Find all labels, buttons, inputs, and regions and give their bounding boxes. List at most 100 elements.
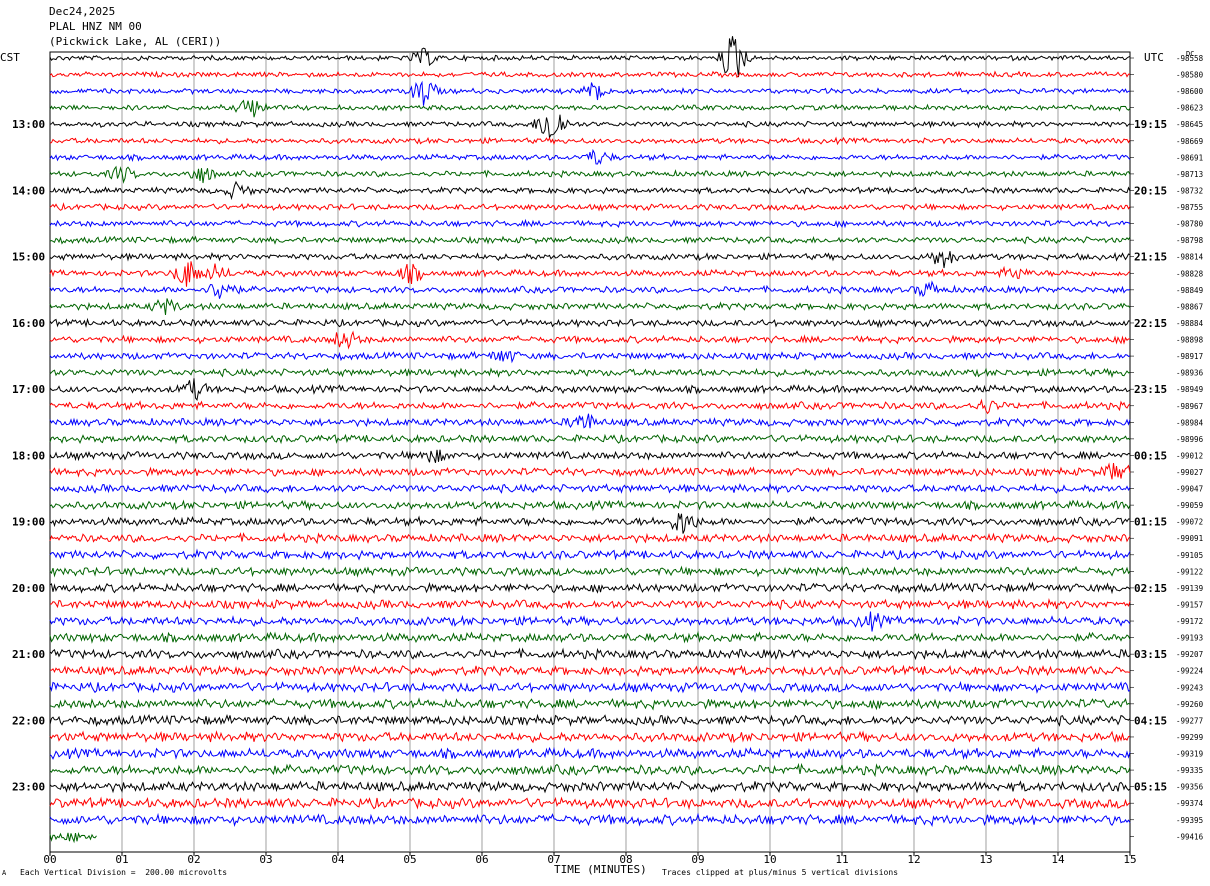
seismic-trace [49, 298, 1131, 315]
seismic-trace [49, 831, 97, 844]
dc-offset-label: -98732 [1176, 186, 1203, 195]
seismic-trace [49, 148, 1131, 165]
right-hour-label: 20:15 [1134, 184, 1167, 197]
seismic-trace [49, 36, 1131, 78]
dc-offset-label: -99416 [1176, 832, 1204, 841]
seismic-trace [49, 548, 1131, 561]
seismic-trace [49, 136, 1131, 146]
seismic-trace [49, 812, 1131, 828]
x-tick-label: 01 [115, 853, 128, 866]
dc-offset-label: -98984 [1176, 418, 1204, 427]
x-tick-label: 15 [1123, 853, 1136, 866]
dc-offset-label: -99335 [1176, 766, 1203, 775]
right-hour-label: 23:15 [1134, 383, 1167, 396]
dc-offset-label: -98867 [1176, 302, 1203, 311]
seismic-trace [49, 762, 1131, 778]
dc-offset-label: -98949 [1176, 385, 1203, 394]
dc-offset-label: -99395 [1176, 816, 1203, 825]
seismic-trace [49, 499, 1131, 512]
dc-offset-label: -98849 [1176, 286, 1203, 295]
x-tick-label: 11 [835, 853, 848, 866]
seismic-trace [49, 165, 1131, 184]
dc-offset-label: -98798 [1176, 236, 1204, 245]
seismic-trace [49, 261, 1131, 287]
plot-date: Dec24,2025 [49, 5, 116, 18]
right-hour-label: 05:15 [1134, 781, 1167, 794]
dc-offset-label: -99172 [1176, 617, 1203, 626]
dc-offset-label: -99139 [1176, 584, 1203, 593]
x-tick-label: 06 [475, 853, 488, 866]
seismic-trace [49, 350, 1131, 364]
x-tick-label: 00 [43, 853, 56, 866]
right-hour-label: 21:15 [1134, 251, 1167, 264]
dc-offset-label: -99243 [1176, 683, 1203, 692]
seismic-trace [49, 532, 1131, 545]
seismic-trace [49, 647, 1131, 661]
x-tick-label: 02 [187, 853, 200, 866]
seismic-trace [49, 99, 1131, 118]
dc-offset-label: -99027 [1176, 468, 1203, 477]
left-hour-label: 15:00 [12, 251, 45, 264]
seismic-trace [49, 746, 1131, 760]
dc-offset-label: -99224 [1176, 667, 1204, 676]
x-tick-label: 08 [619, 853, 632, 866]
dc-offset-label: -98936 [1176, 369, 1204, 378]
clip-note: Traces clipped at plus/minus 5 vertical … [662, 868, 899, 877]
seismic-trace [49, 70, 1131, 79]
dc-offset-label: -98755 [1176, 203, 1203, 212]
right-hour-label: 03:15 [1134, 648, 1167, 661]
seismic-trace [49, 449, 1131, 463]
seismic-trace [49, 513, 1130, 534]
dc-offset-label: -99122 [1176, 567, 1203, 576]
dc-offset-label: -99091 [1176, 534, 1203, 543]
left-timezone-label: CST [0, 51, 20, 64]
dc-offset-label: -98917 [1176, 352, 1203, 361]
right-hour-label: 19:15 [1134, 118, 1167, 131]
dc-offset-label: -98996 [1176, 435, 1204, 444]
right-hour-label: 02:15 [1134, 582, 1167, 595]
dc-offset-label: -99157 [1176, 600, 1203, 609]
seismic-trace [49, 565, 1131, 578]
seismic-trace [49, 680, 1131, 694]
dc-offset-label: -98580 [1176, 71, 1204, 80]
seismic-trace [49, 398, 1131, 415]
left-hour-label: 21:00 [12, 648, 45, 661]
station-code: PLAL HNZ NM 00 [49, 20, 142, 33]
right-hour-label: 04:15 [1134, 714, 1167, 727]
x-tick-label: 14 [1051, 853, 1065, 866]
seismic-trace [49, 413, 1131, 429]
seismic-trace [49, 378, 1131, 401]
dc-offset-label: -99319 [1176, 750, 1203, 759]
dc-offset-label: -98600 [1176, 87, 1204, 96]
dc-unit-label: DC [1186, 50, 1194, 58]
seismic-trace [49, 317, 1131, 329]
seismic-trace [49, 235, 1131, 245]
right-timezone-label: UTC [1144, 51, 1164, 64]
seismic-trace [49, 202, 1131, 212]
dc-offset-label: -99356 [1176, 783, 1204, 792]
left-hour-label: 18:00 [12, 449, 45, 462]
dc-offset-label: -99193 [1176, 634, 1203, 643]
x-tick-label: 09 [691, 853, 704, 866]
seismic-trace [49, 114, 1131, 140]
left-hour-label: 16:00 [12, 317, 45, 330]
x-tick-label: 04 [331, 853, 345, 866]
seismic-trace [49, 482, 1131, 495]
seismic-trace [49, 664, 1131, 678]
dc-offset-label: -99299 [1176, 733, 1203, 742]
seismic-trace [49, 581, 1131, 595]
dc-offset-label: -99374 [1176, 799, 1204, 808]
dc-offset-label: -98967 [1176, 402, 1203, 411]
seismic-trace [49, 697, 1131, 711]
seismic-trace [49, 433, 1131, 445]
dc-offset-label: -99047 [1176, 485, 1203, 494]
seismic-trace [49, 218, 1131, 229]
seismic-trace [49, 713, 1131, 728]
seismic-trace [49, 462, 1131, 480]
x-tick-label: 10 [763, 853, 776, 866]
left-hour-label: 13:00 [12, 118, 45, 131]
dc-offset-label: -98828 [1176, 269, 1204, 278]
dc-offset-label: -98780 [1176, 220, 1204, 229]
x-tick-label: 05 [403, 853, 416, 866]
seismic-trace [49, 330, 1131, 350]
